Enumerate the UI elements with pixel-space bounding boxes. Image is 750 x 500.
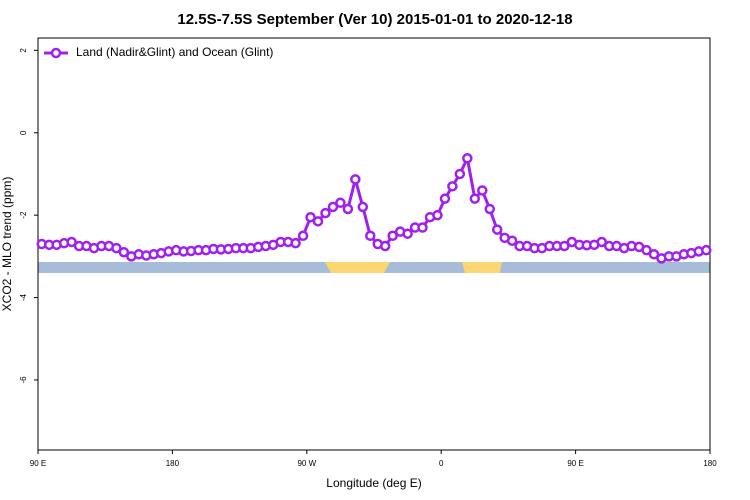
y-axis-label: XCO2 - MLO trend (ppm) — [0, 177, 14, 312]
data-point — [350, 174, 361, 185]
y-tick-label: 2 — [19, 48, 28, 53]
data-point — [305, 211, 316, 223]
data-point — [290, 237, 301, 249]
data-point — [491, 224, 503, 235]
data-point — [484, 203, 495, 215]
land-band — [462, 262, 502, 273]
data-point — [111, 242, 122, 254]
data-point — [559, 240, 570, 252]
data-point — [297, 230, 309, 242]
land-band — [325, 262, 390, 273]
y-tick-label: -2 — [19, 211, 28, 219]
data-point — [417, 222, 428, 233]
data-point — [335, 197, 346, 209]
y-tick-label: -4 — [19, 293, 28, 301]
x-tick-label: 90 E — [30, 459, 46, 468]
data-point — [447, 181, 458, 192]
data-point — [641, 244, 652, 256]
x-tick-label: 0 — [439, 459, 444, 468]
x-tick-label: 180 — [166, 459, 180, 468]
data-point — [365, 230, 376, 242]
legend-marker — [50, 47, 62, 59]
data-point — [357, 201, 369, 213]
x-tick-label: 180 — [703, 459, 717, 468]
data-point — [118, 246, 130, 258]
data-point — [462, 153, 473, 164]
data-point — [469, 193, 481, 204]
data-point — [312, 216, 324, 227]
data-point — [432, 209, 443, 221]
data-point — [596, 236, 607, 248]
data-point — [454, 168, 466, 180]
data-point — [648, 249, 660, 260]
x-tick-label: 90 W — [297, 459, 316, 468]
data-point — [701, 244, 712, 256]
data-point — [387, 230, 398, 242]
y-tick-label: -6 — [19, 376, 28, 384]
legend: Land (Nadir&Glint) and Ocean (Glint) — [44, 45, 273, 59]
data-point — [320, 207, 331, 219]
x-tick-label: 90 E — [567, 459, 583, 468]
y-tick-label: 0 — [19, 130, 28, 135]
data-point — [477, 185, 488, 196]
data-point — [439, 193, 451, 204]
data-point — [66, 236, 77, 248]
data-point — [342, 203, 354, 215]
chart-title: 12.5S-7.5S September (Ver 10) 2015-01-01… — [177, 11, 572, 28]
legend-label: Land (Nadir&Glint) and Ocean (Glint) — [76, 45, 273, 59]
land-ocean-strip — [38, 262, 710, 273]
data-point — [327, 201, 339, 213]
x-axis-label: Longitude (deg E) — [326, 476, 421, 490]
data-point — [379, 240, 391, 252]
data-point — [402, 228, 413, 239]
data-point — [506, 235, 518, 246]
